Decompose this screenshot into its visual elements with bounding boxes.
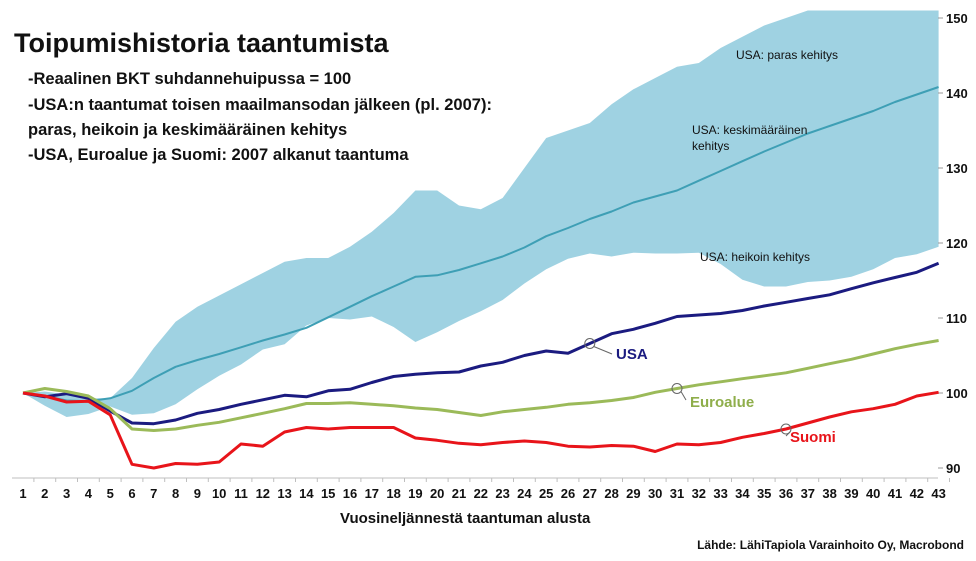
x-tick-label-26: 26 bbox=[561, 486, 575, 501]
x-tick-label-42: 42 bbox=[910, 486, 924, 501]
x-tick-label-24: 24 bbox=[517, 486, 532, 501]
x-tick-label-16: 16 bbox=[343, 486, 357, 501]
usa-series-label: USA bbox=[616, 346, 648, 363]
x-tick-label-43: 43 bbox=[931, 486, 945, 501]
y-tick-label-120: 120 bbox=[946, 236, 968, 251]
avg-series-label: USA: keskimääräinen kehitys bbox=[692, 122, 807, 154]
y-tick-label-110: 110 bbox=[946, 311, 967, 326]
x-tick-label-7: 7 bbox=[150, 486, 157, 501]
x-tick-label-29: 29 bbox=[626, 486, 640, 501]
chart-title: Toipumishistoria taantumista bbox=[14, 28, 389, 58]
x-tick-label-18: 18 bbox=[386, 486, 400, 501]
suomi-series-label: Suomi bbox=[790, 429, 836, 446]
band-upper-label: USA: paras kehitys bbox=[736, 48, 839, 62]
callouts bbox=[584, 338, 792, 437]
subtitle-line-4: -USA, Euroalue ja Suomi: 2007 alkanut ta… bbox=[28, 146, 409, 164]
y-tick-label-100: 100 bbox=[946, 386, 968, 401]
usa-average-line bbox=[22, 86, 939, 403]
y-tick-label-130: 130 bbox=[946, 161, 968, 176]
x-tick-label-14: 14 bbox=[299, 486, 314, 501]
usa-callout-circle bbox=[584, 338, 596, 349]
x-tick-label-12: 12 bbox=[256, 486, 270, 501]
x-tick-label-10: 10 bbox=[212, 486, 226, 501]
x-tick-label-19: 19 bbox=[408, 486, 422, 501]
x-tick-label-4: 4 bbox=[85, 486, 93, 501]
usa-callout-leader bbox=[593, 346, 613, 355]
band-lower-label: USA: heikoin kehitys bbox=[700, 250, 811, 264]
usa-range-band-layer bbox=[23, 10, 939, 417]
x-axis: 1 2 3 4 5 6 7 8 9 10 11 12 13 14 15 16 17 18 19 20 21 22 23 24 2… bbox=[12, 477, 950, 501]
x-tick-label-37: 37 bbox=[801, 486, 815, 501]
x-tick-label-2: 2 bbox=[41, 486, 48, 501]
avg-series-label-line-2: kehitys bbox=[692, 139, 730, 153]
suomi-callout-leader bbox=[785, 431, 791, 437]
x-tick-label-22: 22 bbox=[474, 486, 488, 501]
avg-series-label-line-1: USA: keskimääräinen bbox=[692, 123, 808, 137]
x-tick-label-30: 30 bbox=[648, 486, 662, 501]
x-tick-label-27: 27 bbox=[583, 486, 597, 501]
x-tick-label-1: 1 bbox=[19, 486, 26, 501]
y-axis: 90 100 110 120 130 140 150 bbox=[938, 11, 968, 476]
usa-range-band bbox=[23, 10, 939, 417]
x-tick-label-33: 33 bbox=[713, 486, 727, 501]
x-tick-label-23: 23 bbox=[495, 486, 509, 501]
euroalue-callout-circle bbox=[671, 383, 683, 394]
subtitle-line-2: -USA:n taantumat toisen maailmansodan jä… bbox=[28, 96, 492, 114]
subtitle-line-3: paras, heikoin ja keskimääräinen kehitys bbox=[28, 121, 348, 139]
usa-line bbox=[22, 261, 940, 426]
x-tick-label-13: 13 bbox=[277, 486, 291, 501]
y-tick-label-150: 150 bbox=[946, 11, 968, 26]
x-tick-label-32: 32 bbox=[692, 486, 706, 501]
x-tick-label-3: 3 bbox=[63, 486, 70, 501]
suomi-callout-circle bbox=[780, 423, 792, 435]
x-tick-label-34: 34 bbox=[735, 486, 750, 501]
x-tick-label-39: 39 bbox=[844, 486, 858, 501]
x-axis-label: Vuosineljännestä taantuman alusta bbox=[340, 510, 591, 527]
x-tick-label-41: 41 bbox=[888, 486, 902, 501]
source-note: Lähde: LähiTapiola Varainhoito Oy, Macro… bbox=[697, 538, 964, 552]
x-tick-label-17: 17 bbox=[365, 486, 379, 501]
euroalue-callout-leader bbox=[680, 391, 687, 401]
x-tick-label-21: 21 bbox=[452, 486, 466, 501]
x-tick-label-28: 28 bbox=[604, 486, 618, 501]
x-tick-label-40: 40 bbox=[866, 486, 880, 501]
x-tick-label-9: 9 bbox=[194, 486, 201, 501]
x-tick-label-20: 20 bbox=[430, 486, 444, 501]
subtitle-line-1: -Reaalinen BKT suhdannehuipussa = 100 bbox=[28, 70, 352, 88]
suomi-line bbox=[22, 390, 939, 470]
x-tick-label-25: 25 bbox=[539, 486, 553, 501]
x-tick-label-35: 35 bbox=[757, 486, 771, 501]
series-lines bbox=[22, 86, 940, 470]
x-tick-label-15: 15 bbox=[321, 486, 335, 501]
x-tick-label-38: 38 bbox=[822, 486, 836, 501]
x-tick-label-6: 6 bbox=[128, 486, 135, 501]
euroalue-series-label: Euroalue bbox=[690, 394, 755, 411]
x-tick-label-8: 8 bbox=[172, 486, 179, 501]
euroalue-line bbox=[22, 339, 939, 432]
x-tick-label-36: 36 bbox=[779, 486, 793, 501]
x-tick-label-5: 5 bbox=[107, 486, 114, 501]
x-tick-label-31: 31 bbox=[670, 486, 684, 501]
y-tick-label-140: 140 bbox=[946, 86, 968, 101]
x-tick-label-11: 11 bbox=[234, 486, 248, 501]
y-tick-label-90: 90 bbox=[946, 461, 960, 476]
